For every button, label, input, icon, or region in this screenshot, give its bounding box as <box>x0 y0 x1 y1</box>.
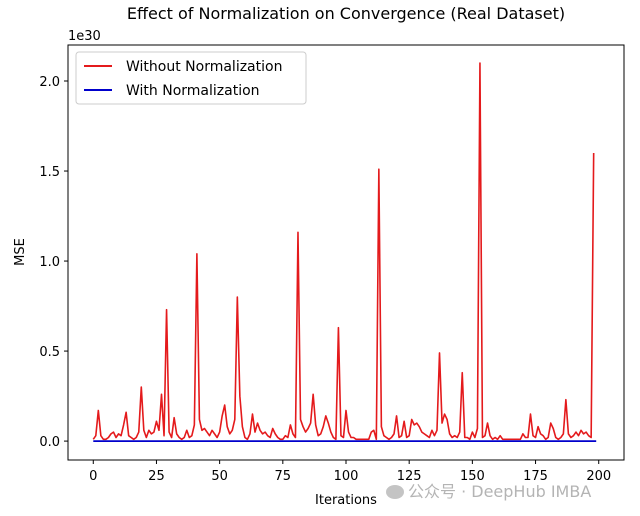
axes-frame <box>67 44 625 461</box>
y-tick-label: 0.0 <box>39 435 60 450</box>
watermark: 公众号 · DeepHub IMBA <box>386 478 591 502</box>
y-axis: 0.0 0.5 1.0 1.5 2.0 <box>39 75 68 450</box>
plot-area <box>92 62 597 442</box>
x-tick-label: 50 <box>211 469 228 484</box>
y-tick-label: 1.0 <box>39 255 60 270</box>
y-tick-label: 1.5 <box>39 165 60 180</box>
y-axis-label: MSE <box>13 238 28 266</box>
legend-label-without-normalization: Without Normalization <box>126 59 282 75</box>
y-tick-label: 0.5 <box>39 345 60 360</box>
y-offset-label: 1e30 <box>68 29 101 44</box>
legend-label-with-normalization: With Normalization <box>126 83 260 99</box>
legend: Without Normalization With Normalization <box>75 51 307 105</box>
x-tick-label: 75 <box>275 469 292 484</box>
watermark-text: 公众号 · DeepHub IMBA <box>408 482 592 501</box>
x-axis: 0 25 50 75 100 125 150 175 200 <box>89 460 611 484</box>
y-tick-label: 2.0 <box>39 75 60 90</box>
x-tick-label: 125 <box>397 469 422 484</box>
x-tick-label: 100 <box>334 469 359 484</box>
x-tick-label: 175 <box>523 469 548 484</box>
x-tick-label: 25 <box>148 469 165 484</box>
x-axis-label: Iterations <box>315 493 377 508</box>
x-tick-label: 0 <box>89 469 97 484</box>
x-tick-label: 200 <box>586 469 611 484</box>
chart-title: Effect of Normalization on Convergence (… <box>127 4 565 23</box>
series-line-without-normalization <box>92 62 595 441</box>
x-tick-label: 150 <box>460 469 485 484</box>
wechat-icon <box>386 485 404 499</box>
legend-box <box>75 51 307 105</box>
